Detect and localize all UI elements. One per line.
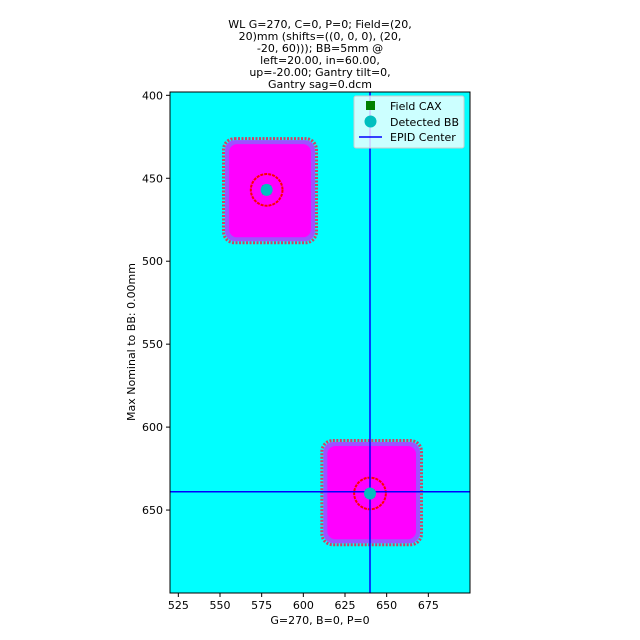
y-axis-label: Max Nominal to BB: 0.00mm <box>125 263 138 421</box>
y-tick-label-500: 500 <box>142 255 163 268</box>
x-tick-label-675: 675 <box>418 599 439 612</box>
x-tick-label-600: 600 <box>293 599 314 612</box>
x-tick-label-650: 650 <box>376 599 397 612</box>
plot-content <box>170 92 470 593</box>
plot-area <box>170 92 470 593</box>
title-line-4: left=20.00, in=60.00, <box>260 54 380 67</box>
title-line-3: -20, 60))); BB=5mm @ <box>257 42 383 55</box>
plot-frame <box>169 91 471 594</box>
y-axis: 400 450 500 550 600 650 <box>142 89 170 517</box>
detected-bb-marker-1 <box>260 183 273 196</box>
title-line-2: 20)mm (shifts=((0, 0, 0), (20, <box>239 30 402 43</box>
x-axis-label: G=270, B=0, P=0 <box>270 614 369 627</box>
field-edge-1 <box>222 137 318 245</box>
y-tick-label-450: 450 <box>142 172 163 185</box>
x-tick-label-575: 575 <box>251 599 272 612</box>
legend-marker-detected-bb <box>364 115 377 128</box>
legend-label-epid-center: EPID Center <box>390 131 456 144</box>
y-tick-label-400: 400 <box>142 89 163 102</box>
title-line-6: Gantry sag=0.dcm <box>268 78 372 91</box>
x-tick-label-525: 525 <box>168 599 189 612</box>
x-axis: 525 550 575 600 625 650 675 <box>168 593 439 612</box>
legend-label-detected-bb: Detected BB <box>390 116 459 129</box>
field-edge-2 <box>320 439 424 547</box>
legend-label-field-cax: Field CAX <box>390 100 442 113</box>
y-tick-label-550: 550 <box>142 338 163 351</box>
y-tick-label-650: 650 <box>142 504 163 517</box>
legend: Field CAX Detected BB EPID Center <box>353 95 465 149</box>
y-tick-label-600: 600 <box>142 421 163 434</box>
title-line-1: WL G=270, C=0, P=0; Field=(20, <box>228 18 412 31</box>
legend-box <box>353 95 465 149</box>
legend-marker-field-cax <box>366 101 375 110</box>
x-tick-label-625: 625 <box>335 599 356 612</box>
x-tick-label-550: 550 <box>210 599 231 612</box>
chart-title: WL G=270, C=0, P=0; Field=(20, 20)mm (sh… <box>228 18 412 91</box>
bb-outline-1 <box>249 173 284 207</box>
title-line-5: up=-20.00; Gantry tilt=0, <box>249 66 390 79</box>
detected-bb-marker-2 <box>364 487 376 500</box>
